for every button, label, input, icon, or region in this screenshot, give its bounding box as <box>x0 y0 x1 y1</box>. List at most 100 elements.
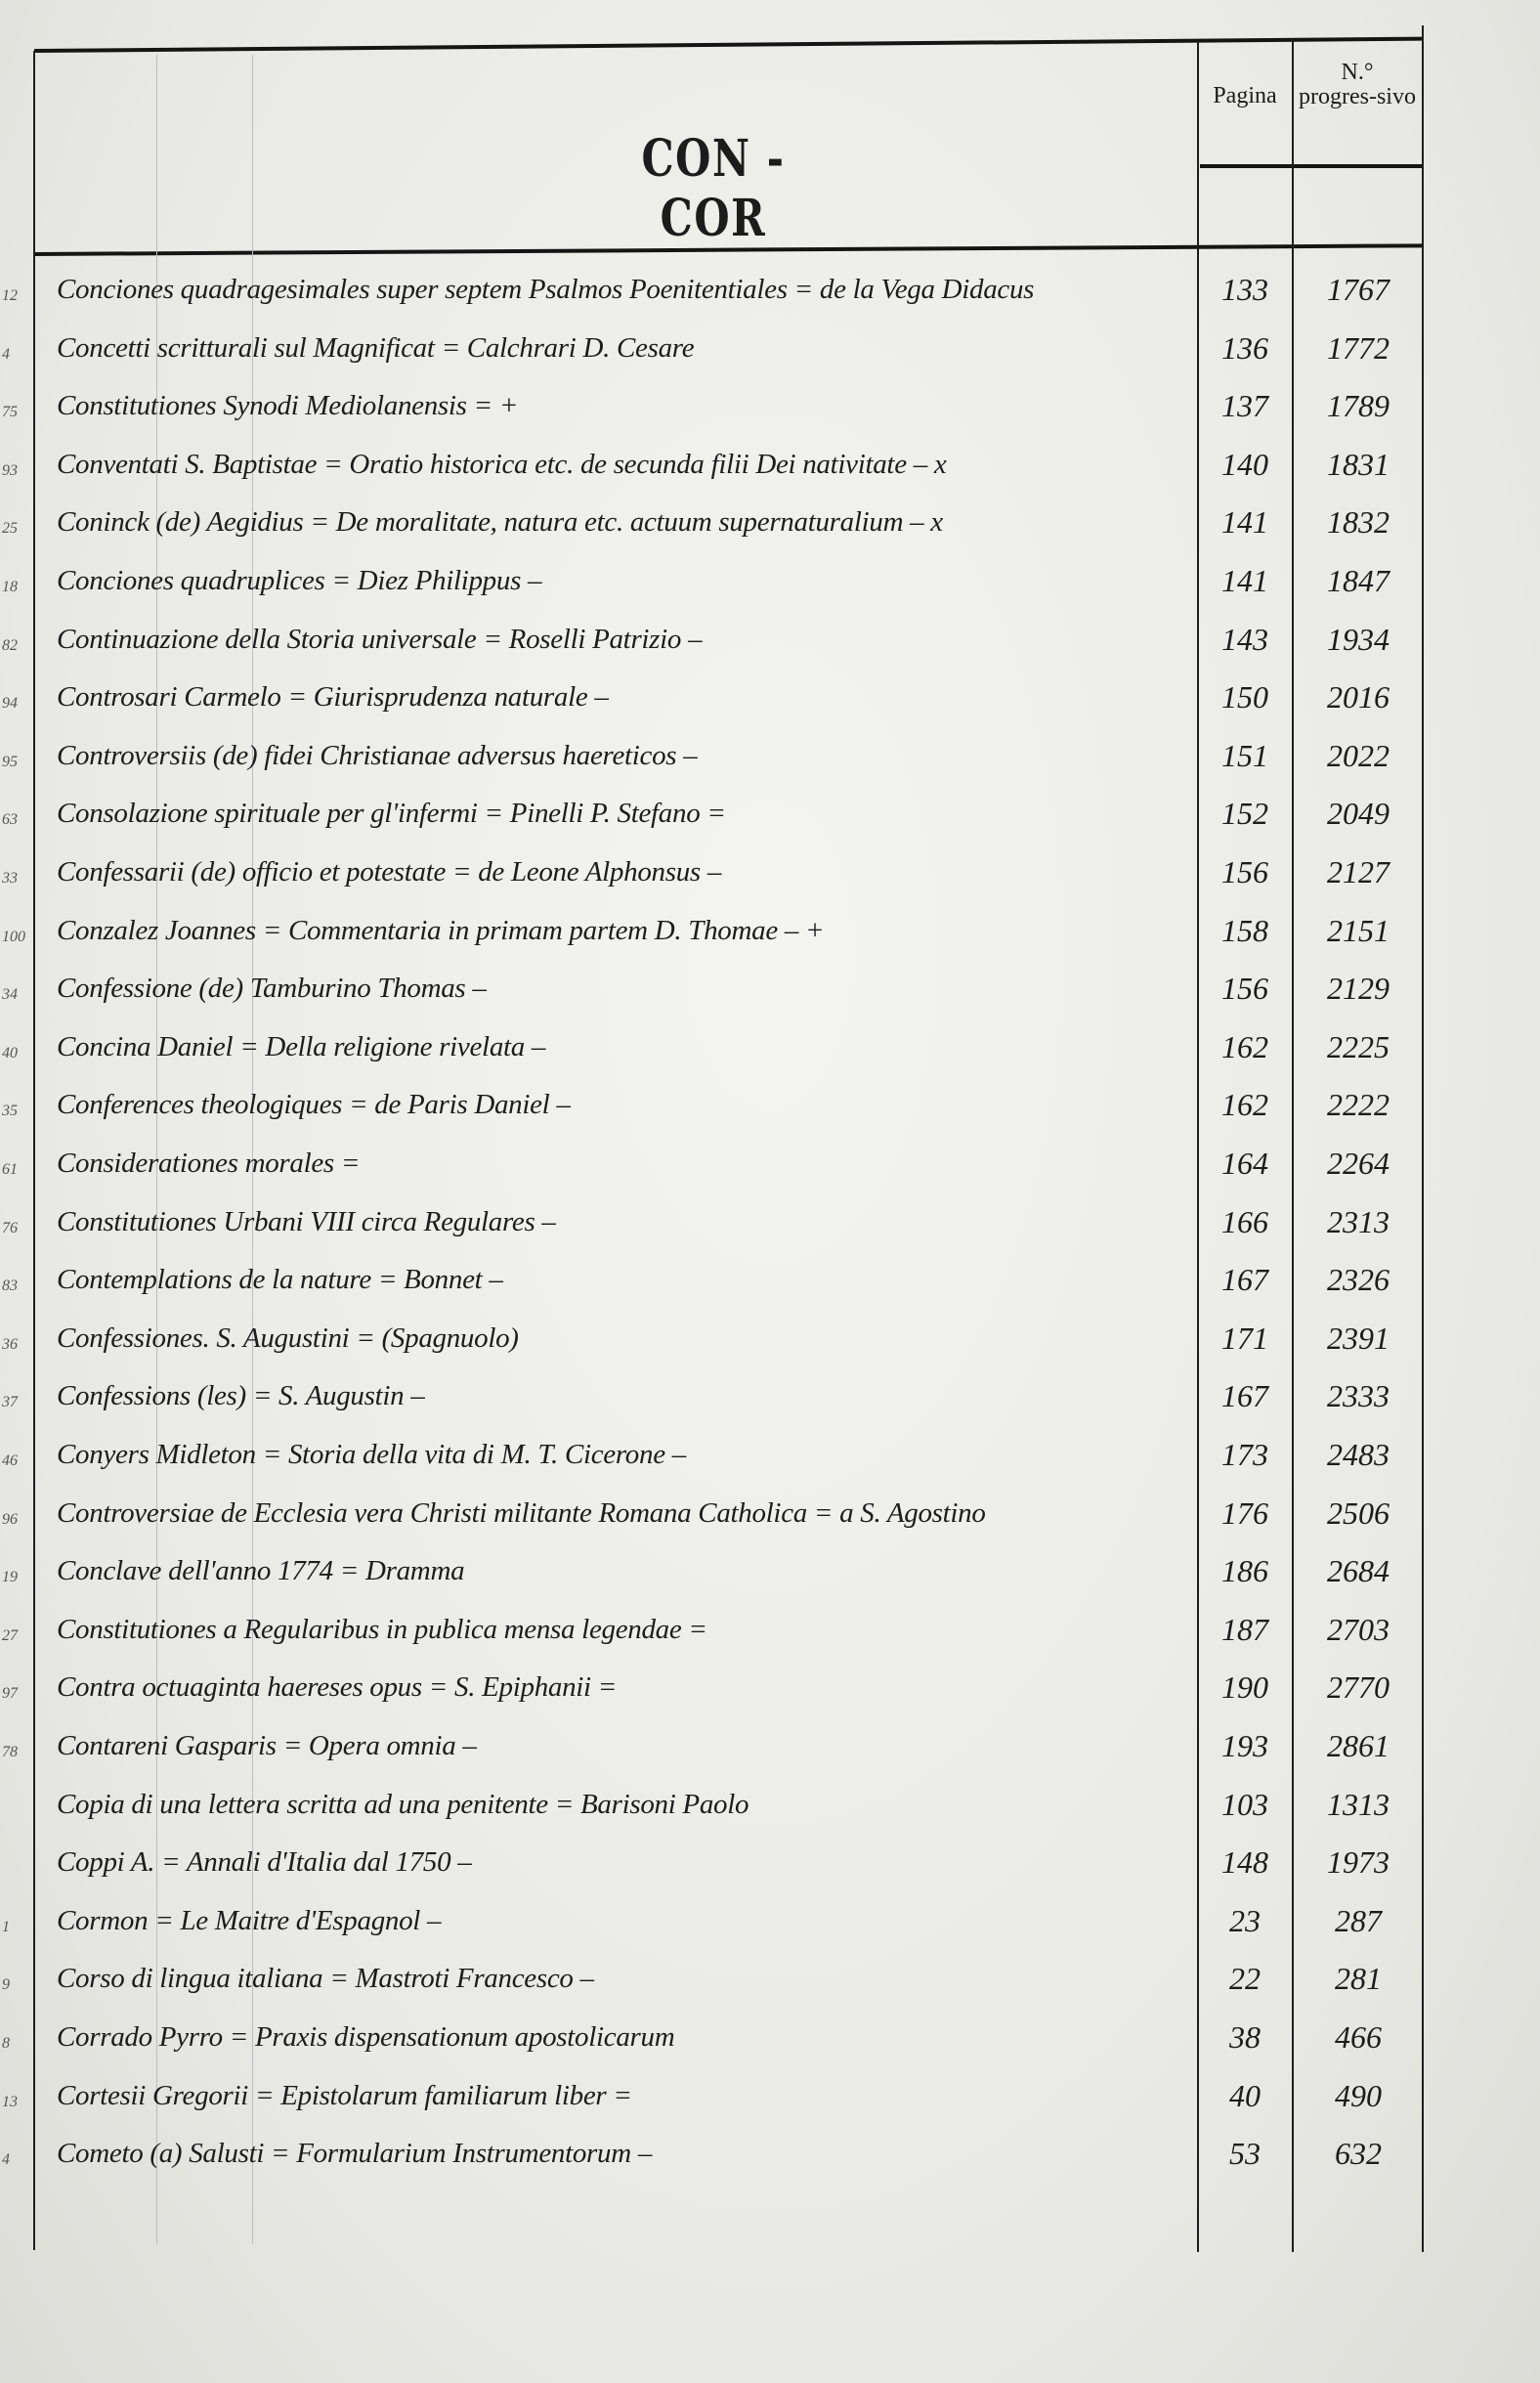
table-row: 75 Constitutiones Synodi Mediolanensis = … <box>0 378 1540 437</box>
progressivo-value: 2127 <box>1327 854 1390 889</box>
progressivo-value: 1847 <box>1327 563 1390 598</box>
pagina-value: 152 <box>1221 796 1268 832</box>
entry-title: Conciones quadragesimales super septem P… <box>57 274 1035 305</box>
margin-number: 35 <box>2 1103 18 1120</box>
pagina-value: 23 <box>1229 1902 1261 1938</box>
pagina-value: 171 <box>1221 1320 1268 1356</box>
table-row: 12 Conciones quadragesimales super septem… <box>0 262 1540 321</box>
progressivo-value: 1767 <box>1327 272 1390 307</box>
table-row: 97 Contra octuaginta haereses opus = S. E… <box>0 1660 1540 1718</box>
margin-number: 94 <box>2 695 18 713</box>
pagina-value: 187 <box>1221 1611 1268 1647</box>
table-row: 100 Conzalez Joannes = Commentaria in pri… <box>0 903 1540 962</box>
progressivo-value: 287 <box>1335 1902 1382 1938</box>
entry-title: Conclave dell'anno 1774 = Dramma <box>57 1555 465 1587</box>
table-row: 4 Cometo (a) Salusti = Formularium Instru… <box>0 2126 1540 2185</box>
pagina-value: 186 <box>1221 1553 1268 1589</box>
pagina-value: 53 <box>1229 2136 1261 2172</box>
left-border <box>33 51 35 2250</box>
progressivo-value: 1789 <box>1327 388 1390 424</box>
entry-title: Cortesii Gregorii = Epistolarum familiar… <box>57 2079 632 2111</box>
table-row: 94 Controsari Carmelo = Giurisprudenza na… <box>0 670 1540 728</box>
table-row: 46 Conyers Midleton = Storia della vita d… <box>0 1427 1540 1486</box>
pagina-value: 167 <box>1221 1262 1268 1298</box>
entry-title: Considerationes morales = <box>57 1148 361 1179</box>
entry-title: Conventati S. Baptistae = Oratio histori… <box>57 448 947 480</box>
table-row: 9 Corso di lingua italiana = Mastroti Fra… <box>0 1951 1540 2010</box>
entry-title: Controversiis (de) fidei Christianae adv… <box>57 739 698 771</box>
table-row: Copia di una lettera scritta ad una peni… <box>0 1777 1540 1836</box>
progressivo-value: 632 <box>1335 2136 1382 2172</box>
progressivo-value: 2049 <box>1327 796 1390 832</box>
margin-number: 82 <box>2 636 18 654</box>
progressivo-value: 2684 <box>1327 1553 1390 1589</box>
right-border <box>1422 25 1424 2252</box>
pagina-value: 133 <box>1221 272 1268 307</box>
entry-title: Conferences theologiques = de Paris Dani… <box>57 1089 571 1121</box>
pagina-value: 40 <box>1229 2077 1261 2113</box>
margin-number: 1 <box>2 1918 10 1935</box>
entry-title: Confessions (les) = S. Augustin – <box>57 1380 425 1412</box>
entry-title: Constitutiones a Regularibus in publica … <box>57 1613 707 1645</box>
pagina-value: 162 <box>1221 1028 1268 1064</box>
entry-title: Concina Daniel = Della religione rivelat… <box>57 1030 546 1062</box>
table-row: 8 Corrado Pyrro = Praxis dispensationum a… <box>0 2010 1540 2068</box>
entry-title: Confessiones. S. Augustini = (Spagnuolo) <box>57 1321 519 1354</box>
pagina-value: 148 <box>1221 1844 1268 1881</box>
margin-number: 18 <box>2 579 18 595</box>
progressivo-value: 281 <box>1335 1961 1382 1997</box>
margin-number: 25 <box>2 520 18 538</box>
column-subheader-rule <box>1200 164 1423 168</box>
page-title: CON - COR <box>641 129 786 248</box>
table-row: 4 Concetti scritturali sul Magnificat = C… <box>0 321 1540 379</box>
column-header-progressivo: N.° progres-sivo <box>1299 60 1416 109</box>
margin-number: 33 <box>2 870 18 887</box>
entry-title: Contareni Gasparis = Opera omnia – <box>57 1730 477 1761</box>
table-row: 13 Cortesii Gregorii = Epistolarum famili… <box>0 2068 1540 2127</box>
entry-title: Conciones quadruplices = Diez Philippus … <box>57 565 542 596</box>
table-row: 61 Considerationes morales = 164 2264 <box>0 1136 1540 1194</box>
progressivo-value: 2313 <box>1327 1203 1390 1239</box>
pagina-right-border <box>1292 39 1294 2252</box>
pagina-value: 38 <box>1229 2019 1261 2055</box>
margin-number: 9 <box>2 1976 10 1994</box>
progressivo-value: 2264 <box>1327 1146 1390 1181</box>
progressivo-value: 2483 <box>1327 1437 1390 1472</box>
margin-number: 27 <box>2 1626 18 1644</box>
progressivo-value: 2022 <box>1327 737 1390 773</box>
table-row: 27 Constitutiones a Regularibus in public… <box>0 1602 1540 1661</box>
pagina-value: 176 <box>1221 1495 1268 1531</box>
pagina-value: 162 <box>1221 1087 1268 1123</box>
margin-number: 12 <box>2 287 18 304</box>
margin-number: 96 <box>2 1510 18 1528</box>
progressivo-value: 2770 <box>1327 1669 1390 1706</box>
progressivo-value: 2326 <box>1327 1262 1390 1298</box>
margin-number: 4 <box>2 345 10 363</box>
margin-guide-line <box>156 55 157 2244</box>
pagina-left-border <box>1197 41 1199 2252</box>
progressivo-value: 1973 <box>1327 1844 1390 1881</box>
pagina-value: 193 <box>1221 1728 1268 1763</box>
entry-title: Coppi A. = Annali d'Italia dal 1750 – <box>57 1846 472 1879</box>
margin-guide-line <box>252 55 253 2244</box>
pagina-value: 158 <box>1221 912 1268 948</box>
table-row: 40 Concina Daniel = Della religione rivel… <box>0 1019 1540 1078</box>
pagina-value: 190 <box>1221 1669 1268 1706</box>
margin-number: 63 <box>2 811 18 829</box>
table-row: 78 Contareni Gasparis = Opera omnia – 193 2… <box>0 1718 1540 1777</box>
entry-title: Consolazione spirituale per gl'infermi =… <box>57 798 726 830</box>
table-row: 1 Cormon = Le Maitre d'Espagnol – 23 287 <box>0 1893 1540 1952</box>
margin-number: 36 <box>2 1335 18 1353</box>
pagina-value: 103 <box>1221 1786 1268 1822</box>
pagina-value: 136 <box>1221 329 1268 366</box>
table-row: 63 Consolazione spirituale per gl'infermi… <box>0 786 1540 845</box>
progressivo-value: 2016 <box>1327 679 1390 715</box>
margin-number: 34 <box>2 986 18 1004</box>
entry-title: Controversiae de Ecclesia vera Christi m… <box>57 1496 986 1529</box>
table-row: 33 Confessarii (de) officio et potestate … <box>0 845 1540 903</box>
table-row: 82 Continuazione della Storia universale … <box>0 612 1540 671</box>
pagina-value: 166 <box>1221 1203 1268 1239</box>
entry-title: Continuazione della Storia universale = … <box>57 623 703 655</box>
entry-title: Contra octuaginta haereses opus = S. Epi… <box>57 1671 618 1704</box>
